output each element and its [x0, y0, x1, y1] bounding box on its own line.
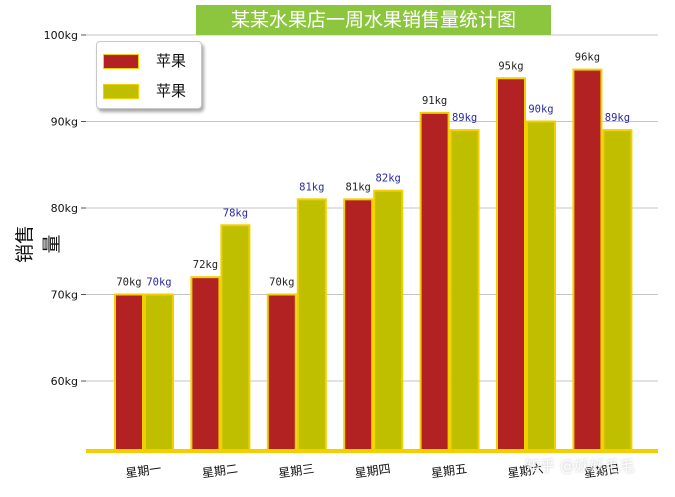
chart-title: 某某水果店一周水果销售量统计图 [230, 9, 516, 31]
x-tick-label: 星期一 [125, 462, 163, 481]
data-label-series-1: 81kg [346, 181, 371, 193]
y-tick-label: 60kg [51, 375, 78, 388]
x-tick-label: 星期三 [277, 462, 315, 481]
data-label-series-2: 89kg [605, 112, 630, 124]
x-tick-label: 星期六 [507, 462, 545, 481]
data-label-series-2: 82kg [376, 173, 401, 185]
data-label-series-1: 96kg [575, 52, 600, 64]
bar-series-2 [526, 120, 556, 451]
bar-series-1 [419, 111, 450, 451]
bar-series-2 [373, 189, 404, 451]
x-tick-labels: 星期一 星期二 星期三 星期四 星期五 星期六 星期日 [125, 462, 621, 481]
bar-series-1 [114, 293, 144, 451]
y-tick-label: 100kg [44, 29, 78, 42]
bar-series-2 [220, 224, 251, 451]
x-tick-label: 星期日 [583, 462, 621, 481]
data-label-series-2: 90kg [528, 104, 553, 116]
data-label-series-2: 78kg [223, 207, 248, 219]
data-label-series-2: 70kg [146, 277, 171, 289]
chart-title-box: 某某水果店一周水果销售量统计图 [196, 5, 551, 35]
x-tick-label: 星期四 [354, 462, 392, 481]
bar-series-2 [602, 129, 633, 451]
data-label-series-1: 95kg [498, 60, 523, 72]
bar-series-2 [296, 198, 327, 451]
bar-series-2 [449, 129, 480, 451]
y-tick-label: 90kg [51, 116, 78, 129]
data-label-series-1: 70kg [116, 277, 141, 289]
bar-series-1 [343, 198, 374, 451]
legend: 苹果 苹果 [96, 41, 202, 109]
watermark: 知乎 @妖妖毛毛 [525, 457, 635, 475]
data-label-series-1: 70kg [269, 277, 294, 289]
bar-series-1 [266, 293, 297, 451]
data-label-series-2: 81kg [299, 181, 324, 193]
y-tick-labels: 60kg 70kg 80kg 90kg 100kg [44, 29, 78, 388]
legend-label-series-1: 苹果 [156, 52, 187, 70]
legend-swatch-series-1 [103, 54, 139, 69]
x-tick-label: 星期二 [201, 462, 239, 481]
y-tick-label: 70kg [51, 289, 78, 302]
value-labels: 70kg 70kg 72kg 78kg 70kg 81kg 81kg 82kg 91kg 89kg… [116, 52, 630, 289]
x-tick-label: 星期五 [430, 462, 468, 481]
legend-label-series-2: 苹果 [156, 82, 187, 100]
bar-series-1 [572, 68, 603, 451]
data-label-series-1: 72kg [193, 259, 218, 271]
bar-series-1 [190, 276, 221, 452]
y-tick-label: 80kg [51, 202, 78, 215]
legend-swatch-series-2 [103, 84, 139, 99]
data-label-series-2: 89kg [452, 112, 477, 124]
data-label-series-1: 91kg [422, 95, 447, 107]
bar-series-2 [144, 293, 174, 451]
bar-series-1 [496, 77, 526, 451]
y-axis-label: 销售量 [14, 225, 63, 264]
